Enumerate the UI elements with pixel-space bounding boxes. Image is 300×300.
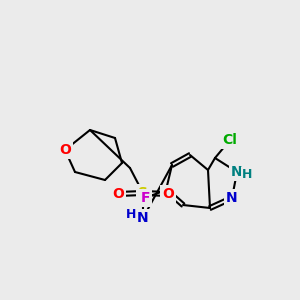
Text: H: H: [126, 208, 136, 221]
Text: O: O: [112, 187, 124, 201]
Text: S: S: [138, 186, 148, 200]
Text: O: O: [59, 143, 71, 157]
Text: N: N: [226, 191, 238, 205]
Text: N: N: [231, 165, 243, 179]
Text: H: H: [242, 169, 252, 182]
Text: N: N: [137, 211, 149, 225]
Text: F: F: [140, 191, 150, 205]
Text: O: O: [162, 187, 174, 201]
Text: Cl: Cl: [223, 133, 237, 147]
